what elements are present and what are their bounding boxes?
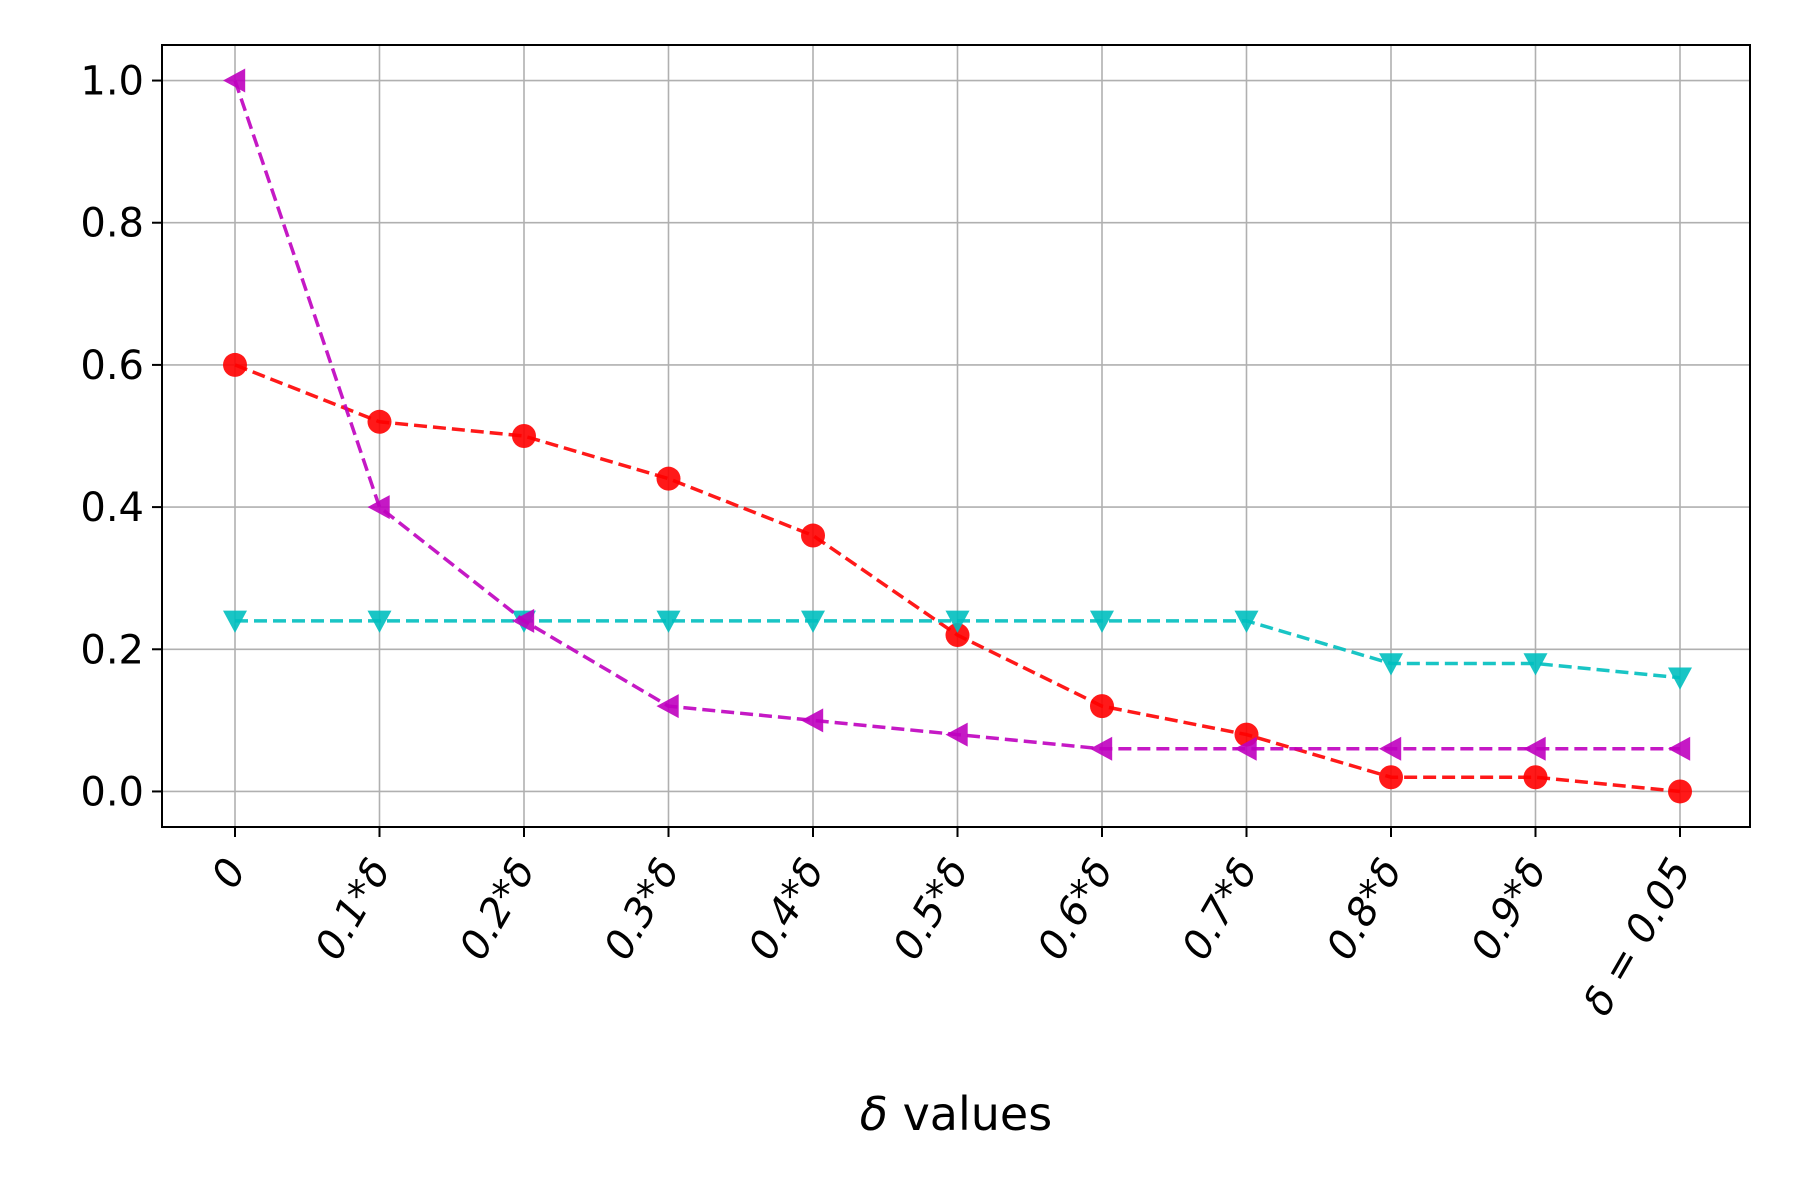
data-point: [945, 610, 970, 633]
data-point: [1379, 765, 1403, 790]
data-point: [512, 608, 535, 633]
data-point: [223, 610, 247, 633]
y-tick-label: 0.6: [80, 343, 144, 389]
data-point: [1523, 765, 1548, 790]
data-point: [801, 523, 825, 548]
series-1: [223, 352, 1692, 804]
grid: [162, 45, 1750, 827]
data-point: [512, 424, 536, 448]
data-point: [656, 610, 681, 633]
data-point: [1668, 667, 1692, 690]
series-3: [223, 68, 1691, 761]
x-axis-label-text: values: [888, 1087, 1052, 1141]
data-point: [1668, 736, 1691, 761]
data-point: [801, 610, 825, 633]
y-tick-label: 0.2: [80, 627, 144, 673]
data-point: [656, 694, 679, 719]
y-tick-label: 1.0: [80, 59, 144, 105]
data-point: [1234, 736, 1257, 761]
data-point: [367, 409, 392, 434]
data-point: [945, 722, 968, 747]
series-2: [223, 610, 1692, 690]
data-point: [945, 623, 970, 648]
data-point: [1379, 653, 1403, 676]
data-point: [1090, 610, 1114, 633]
plot-frame: [161, 44, 1751, 828]
data-point: [656, 466, 681, 491]
data-point: [1090, 694, 1114, 719]
data-point: [1234, 610, 1259, 633]
data-point: [1668, 779, 1692, 804]
y-tick-label: 0.4: [80, 485, 144, 531]
x-axis-label-symbol: δ: [860, 1087, 888, 1141]
data-point: [1090, 736, 1113, 761]
data-point: [367, 610, 392, 633]
data-point: [223, 68, 246, 93]
data-point: [367, 495, 390, 520]
data-point: [223, 352, 247, 377]
x-axis-label: δ values: [860, 1087, 1052, 1141]
y-tick-label: 0.8: [80, 201, 144, 247]
data-point: [801, 708, 824, 733]
data-point: [1523, 736, 1546, 761]
data-point: [1523, 653, 1548, 676]
y-tick-label: 0.0: [80, 769, 144, 815]
series-layer: [223, 68, 1692, 804]
data-point: [1379, 736, 1402, 761]
